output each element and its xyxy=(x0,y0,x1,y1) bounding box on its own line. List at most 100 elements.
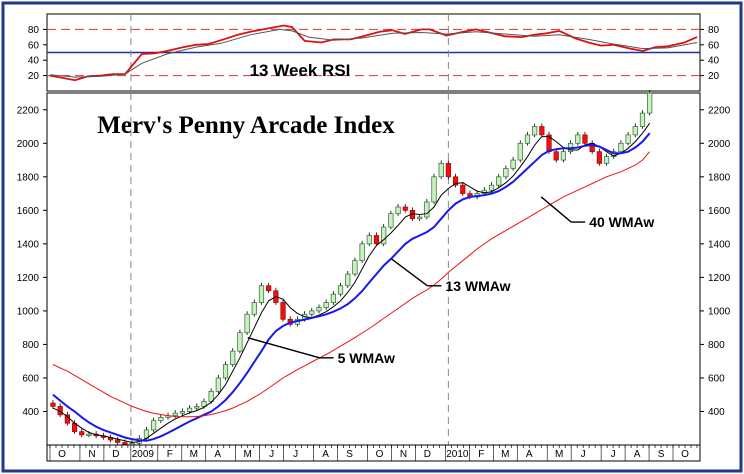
candle-body xyxy=(237,332,243,352)
price-left-tick-label: 1400 xyxy=(17,239,40,250)
rsi-left-tick-label: 60 xyxy=(28,40,40,51)
chart-title: Merv's Penny Arcade Index xyxy=(97,112,395,139)
candle-body xyxy=(647,92,653,114)
rsi-right-tick-label: 60 xyxy=(708,40,720,51)
candle-body xyxy=(345,273,351,287)
candle-body xyxy=(337,285,344,295)
candle-body xyxy=(258,285,265,303)
candle-body xyxy=(395,206,401,215)
ma-line-5-wmaw xyxy=(52,122,651,444)
x-tick-label: M xyxy=(501,449,509,460)
candle-body xyxy=(438,163,444,178)
x-tick-label: 2010 xyxy=(446,449,469,460)
candle-body xyxy=(323,302,329,308)
candle-body xyxy=(158,416,164,422)
candle-body xyxy=(251,302,257,315)
candle-body xyxy=(230,350,236,365)
price-left-tick-label: 400 xyxy=(22,407,39,418)
candle-body xyxy=(330,293,336,303)
candle-body xyxy=(151,420,157,431)
price-right-tick-label: 2000 xyxy=(708,139,731,150)
x-tick-label: F xyxy=(167,449,173,460)
price-right-tick-label: 400 xyxy=(708,407,725,418)
candle-body xyxy=(79,431,85,436)
candle-body xyxy=(503,168,509,178)
annotation-label: 13 WMAw xyxy=(445,278,510,294)
x-tick-label: A xyxy=(322,449,329,460)
rsi-series-rsi xyxy=(49,24,698,82)
candle-body xyxy=(517,142,523,161)
candle-body xyxy=(603,156,610,164)
x-tick-label: F xyxy=(478,449,484,460)
candle-body xyxy=(618,142,624,153)
candle-body xyxy=(179,411,185,414)
candle-body xyxy=(532,126,538,136)
candle-body xyxy=(452,176,459,186)
candle-body xyxy=(488,184,495,191)
price-left-tick-label: 1800 xyxy=(17,172,40,183)
candle-body xyxy=(172,412,178,417)
price-right-tick-label: 800 xyxy=(708,340,725,351)
x-tick-label: M xyxy=(244,449,252,460)
annotation-leader xyxy=(247,337,320,359)
candle-body xyxy=(632,126,638,136)
candle-body xyxy=(431,176,437,203)
candle-body xyxy=(460,184,466,194)
candle-body xyxy=(373,235,380,245)
candle-body xyxy=(359,243,365,261)
candle-body xyxy=(524,134,531,144)
candle-body xyxy=(208,391,214,402)
price-left-tick-label: 1200 xyxy=(17,273,40,284)
candle-body xyxy=(388,213,394,228)
candle-body xyxy=(86,433,92,436)
candle-body xyxy=(50,402,56,407)
x-tick-label: N xyxy=(88,449,95,460)
x-tick-label: A xyxy=(214,449,221,460)
candle-body xyxy=(496,176,502,186)
annotation-leader xyxy=(391,258,428,287)
candle-body xyxy=(539,126,545,136)
price-left-tick-label: 2000 xyxy=(17,139,40,150)
price-right-tick-label: 600 xyxy=(708,373,725,384)
price-left-tick-label: 600 xyxy=(22,373,39,384)
rsi-left-tick-label: 20 xyxy=(28,71,40,82)
candle-body xyxy=(309,310,315,315)
candle-body xyxy=(381,226,387,245)
x-tick-label: O xyxy=(376,449,384,460)
candle-body xyxy=(510,159,516,169)
rsi-title: 13 Week RSI xyxy=(250,61,351,80)
x-tick-label: J xyxy=(293,449,298,460)
x-tick-label: J xyxy=(611,449,616,460)
price-left-tick-label: 800 xyxy=(22,340,39,351)
annotation-label: 5 WMAw xyxy=(338,350,395,366)
rsi-panel: 20 20 40 40 60 60 80 80 xyxy=(28,14,720,91)
candle-body xyxy=(639,112,646,127)
candle-body xyxy=(244,313,250,334)
candle-body xyxy=(201,401,207,407)
candle-body xyxy=(122,442,128,445)
x-tick-label: 2009 xyxy=(132,449,155,460)
x-tick-label: D xyxy=(112,449,119,460)
price-left-tick-label: 1600 xyxy=(17,206,40,217)
rsi-left-tick-label: 40 xyxy=(28,56,40,67)
candle-body xyxy=(445,163,451,178)
candle-body xyxy=(553,151,559,161)
candle-body xyxy=(280,302,286,320)
candle-body xyxy=(266,285,272,292)
x-tick-label: N xyxy=(400,449,407,460)
rsi-right-tick-label: 80 xyxy=(708,25,720,36)
annotation-label: 40 WMAw xyxy=(589,214,654,230)
x-tick-label: D xyxy=(424,449,431,460)
annotation-leader xyxy=(540,196,572,223)
price-left-tick-label: 2200 xyxy=(17,105,40,116)
price-left-tick-label: 1000 xyxy=(17,306,40,317)
x-tick-label: S xyxy=(346,449,353,460)
candle-body xyxy=(625,134,631,144)
candle-body xyxy=(560,151,567,161)
price-right-tick-label: 1600 xyxy=(708,206,731,217)
x-tick-label: O xyxy=(681,449,689,460)
candle-body xyxy=(582,134,588,144)
candle-body xyxy=(215,377,221,392)
